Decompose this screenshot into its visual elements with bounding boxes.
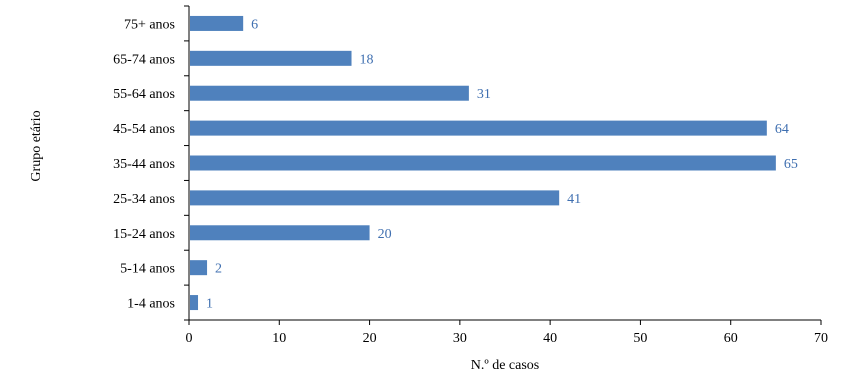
x-tick-label: 10 [272,331,286,346]
x-tick-label: 30 [453,331,467,346]
bars-group [190,15,776,311]
data-label: 18 [360,52,374,67]
y-tick-label: 1-4 anos [127,297,175,312]
bar-65-74-anos [190,50,352,66]
y-tick-label: 35-44 anos [113,157,175,172]
bar-5-14-anos [190,260,208,276]
y-tick-label: 15-24 anos [113,227,175,242]
bar-25-34-anos [190,190,560,206]
y-tick-label: 25-34 anos [113,192,175,207]
y-tick-label: 65-74 anos [113,52,175,67]
x-tick-label: 20 [363,331,377,346]
x-tick-label: 60 [724,331,738,346]
bar-45-54-anos [190,120,767,136]
data-label: 64 [775,122,789,137]
y-tick-label: 45-54 anos [113,122,175,137]
axes-group: 1-4 anos 5-14 anos 15-24 anos 25-34 anos 35-… [113,5,828,346]
x-tick-label: 50 [633,331,647,346]
data-label: 20 [378,227,392,242]
x-axis-title: N.º de casos [471,358,540,373]
y-tick-label: 75+ anos [124,17,175,32]
x-tick-label: 70 [814,331,828,346]
data-label: 41 [567,192,581,207]
data-label: 31 [477,87,491,102]
x-tick-label: 0 [186,331,193,346]
bar-55-64-anos [190,85,469,101]
bar-75-anos [190,15,244,31]
bar-35-44-anos [190,155,776,171]
data-label: 2 [215,262,222,277]
y-tick-label: 5-14 anos [120,262,175,277]
bar-15-24-anos [190,225,370,241]
data-label: 1 [206,297,213,312]
bar-1-4-anos [190,295,199,311]
x-tick-label: 40 [543,331,557,346]
y-axis-title: Grupo etário [29,110,44,181]
data-labels-group: 1 2 20 41 65 64 31 18 6 [206,17,798,311]
data-label: 6 [251,17,258,32]
y-tick-label: 55-64 anos [113,87,175,102]
data-label: 65 [784,157,798,172]
